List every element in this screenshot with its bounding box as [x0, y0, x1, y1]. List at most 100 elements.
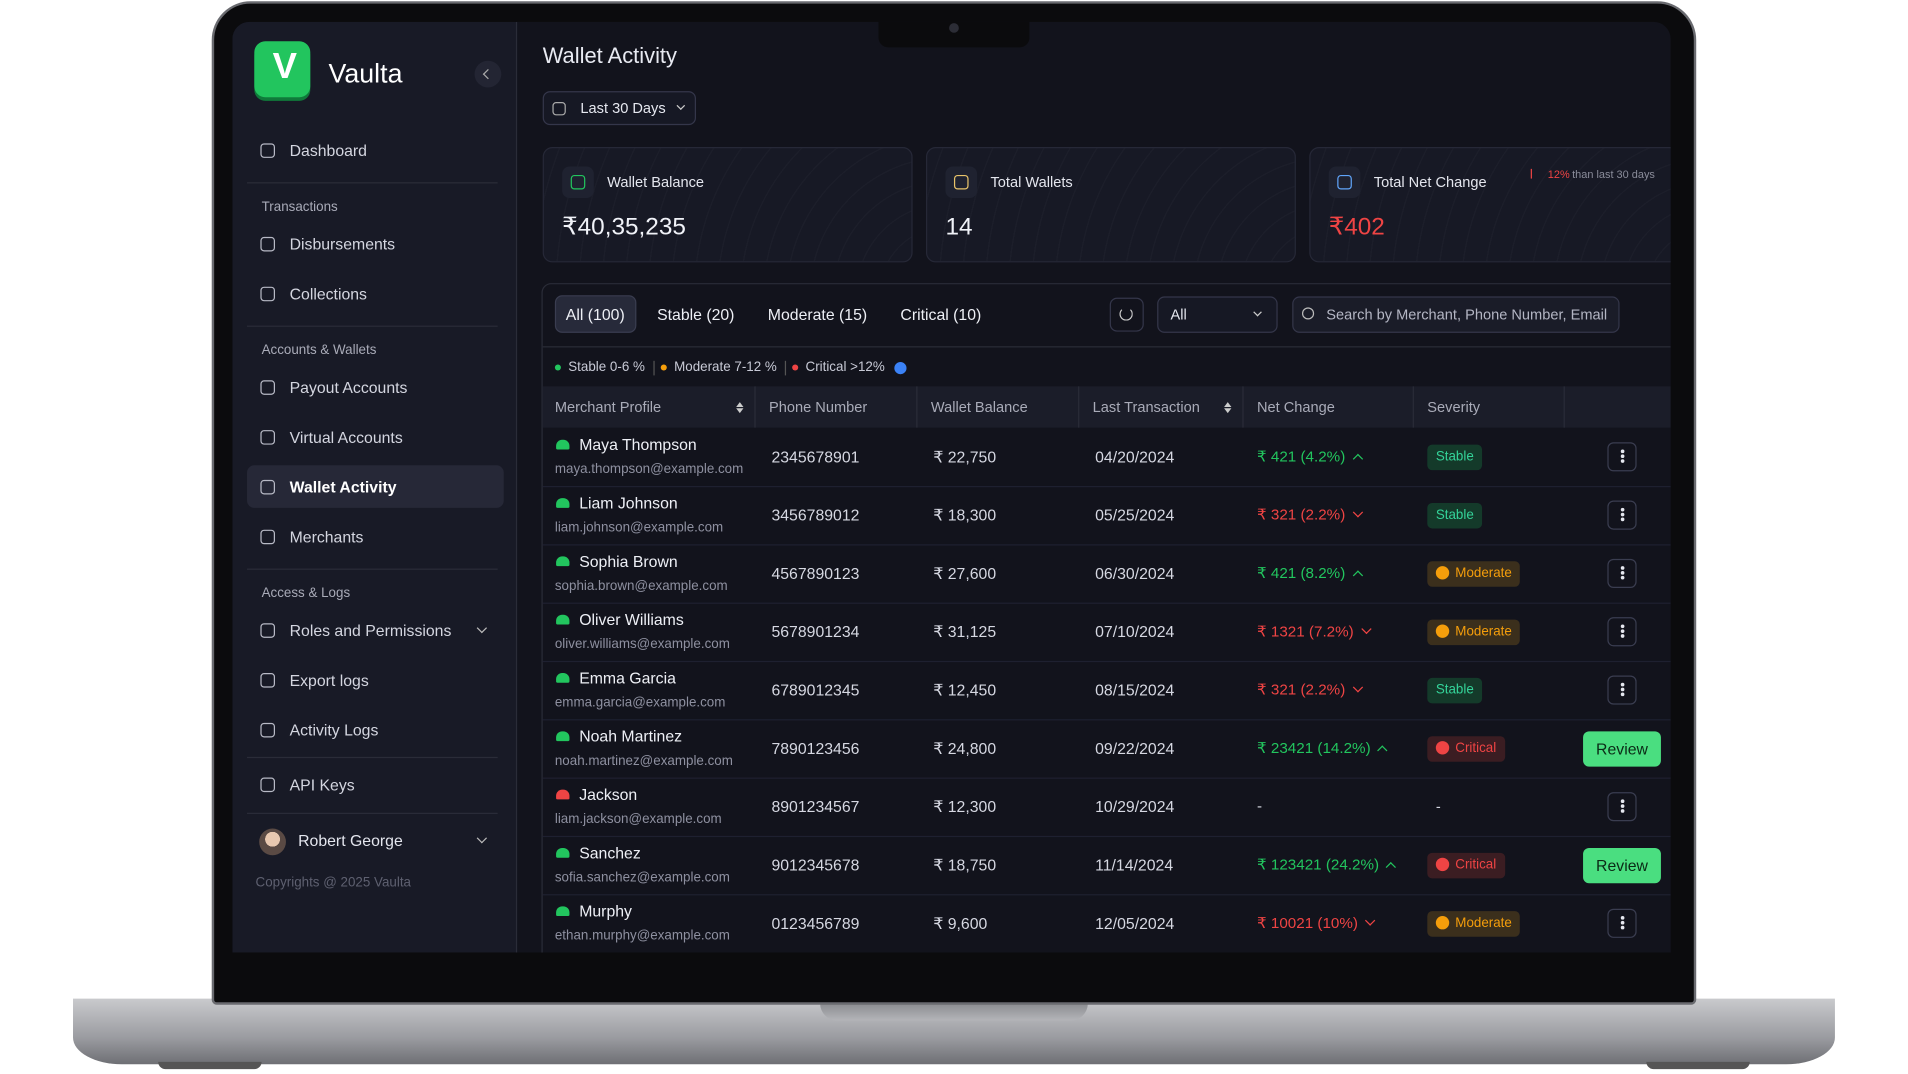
nav-section-title: Transactions [261, 199, 338, 215]
trend-arrow [1352, 682, 1363, 693]
severity-icon [1435, 857, 1450, 872]
column-header: Phone Number [769, 398, 868, 416]
nav-item[interactable]: Disbursements [289, 235, 396, 254]
column-header: Severity [1427, 398, 1481, 416]
menu-dot [1620, 449, 1625, 454]
user-icon [556, 789, 570, 800]
review-button[interactable]: Review [1583, 731, 1661, 767]
row-menu[interactable] [1607, 792, 1637, 822]
severity-label: Moderate [1455, 916, 1512, 931]
column-divider [1412, 386, 1414, 428]
nav-item[interactable]: Activity Logs [289, 721, 379, 740]
menu-dot [1620, 517, 1625, 522]
avatar [259, 828, 286, 856]
menu-dot [1620, 571, 1625, 575]
nav-icon [260, 777, 275, 793]
menu-dot [1620, 634, 1625, 638]
review-button[interactable]: Review [1583, 848, 1661, 884]
user-icon [556, 848, 570, 858]
severity-badge: Moderate [1427, 619, 1521, 646]
search-icon [1301, 307, 1315, 320]
severity-label: Critical [1455, 857, 1497, 873]
phone: 2345678901 [771, 447, 860, 466]
base-notch [820, 1003, 1088, 1021]
filter-select[interactable] [1157, 296, 1278, 333]
legend-label: Stable 0-6 % [568, 360, 645, 375]
sort-icon [736, 402, 744, 407]
nav-item[interactable]: Dashboard [289, 141, 367, 160]
nav-icon [260, 430, 275, 445]
row-menu[interactable] [1607, 675, 1637, 705]
nav-icon [260, 286, 275, 302]
stat-label: Total Net Change [1373, 173, 1487, 191]
row-menu[interactable] [1607, 558, 1637, 589]
user-icon [556, 556, 570, 567]
menu-dot [1620, 507, 1625, 512]
legend-label: Moderate 7-12 % [674, 360, 777, 375]
severity-badge: Stable [1427, 444, 1483, 471]
phone: 6789012345 [771, 680, 860, 700]
nav-item[interactable]: Export logs [289, 671, 369, 690]
nav-item[interactable]: Wallet Activity [289, 478, 397, 497]
tab[interactable]: Stable (20) [657, 305, 735, 324]
last-transaction: 09/22/2024 [1095, 739, 1175, 758]
stat-icon-glyph [570, 174, 586, 190]
refresh-button[interactable] [1109, 297, 1144, 332]
row-menu[interactable] [1607, 500, 1637, 530]
wallet-balance: ₹ 12,300 [933, 797, 997, 816]
nav-icon [260, 673, 275, 688]
trend-arrow [1386, 861, 1397, 873]
tab[interactable]: All (100) [565, 305, 625, 324]
trend-arrow [1360, 623, 1372, 635]
separator [247, 812, 498, 814]
nav-item[interactable]: Virtual Accounts [289, 428, 403, 447]
collapse-button[interactable] [474, 60, 502, 88]
nav-item[interactable]: API Keys [289, 775, 355, 794]
merchant-name: Sophia Brown [579, 552, 678, 571]
nav-item[interactable]: Merchants [289, 527, 364, 547]
brand-name: Vaulta [328, 58, 403, 89]
severity-label: Critical [1455, 741, 1497, 756]
foot-left [158, 1061, 262, 1070]
nav-icon [260, 479, 275, 495]
menu-dot [1620, 925, 1625, 930]
row-menu[interactable] [1607, 908, 1637, 938]
row-menu[interactable] [1607, 442, 1637, 472]
sort-icon [736, 408, 744, 414]
stat-icon-glyph [1337, 174, 1352, 190]
tab[interactable]: Critical (10) [900, 305, 982, 324]
stat-delta-note: than last 30 days [1572, 168, 1655, 181]
severity-badge: Moderate [1427, 911, 1521, 937]
nav-item[interactable]: Collections [289, 284, 367, 304]
row-menu[interactable] [1607, 617, 1637, 647]
foot-right [1646, 1061, 1750, 1070]
camera [949, 23, 959, 33]
search-input[interactable] [1292, 296, 1620, 333]
last-transaction: 08/15/2024 [1095, 680, 1175, 700]
phone: 8901234567 [771, 797, 860, 816]
menu-dot [1620, 809, 1625, 813]
row-divider [542, 894, 1671, 896]
last-transaction: 06/30/2024 [1095, 564, 1175, 583]
nav-icon [260, 722, 275, 738]
nav-item[interactable]: Payout Accounts [289, 378, 408, 397]
tab[interactable]: Moderate (15) [767, 305, 868, 324]
nav-item[interactable]: Roles and Permissions [289, 621, 452, 640]
phone: 7890123456 [771, 739, 860, 758]
menu-dot [1620, 687, 1625, 692]
last-transaction: 11/14/2024 [1095, 855, 1174, 875]
date-filter-label: Last 30 Days [580, 99, 666, 117]
severity-badge: Critical [1427, 736, 1505, 762]
nav-icon [260, 143, 275, 158]
stat-card [925, 147, 1296, 263]
stat-label: Wallet Balance [607, 173, 705, 191]
row-divider [542, 660, 1671, 663]
row-divider [542, 777, 1671, 779]
user-name[interactable]: Robert George [298, 831, 403, 850]
phone: 3456789012 [771, 506, 860, 525]
user-icon [556, 906, 570, 917]
wallet-balance: ₹ 9,600 [933, 914, 988, 933]
date-filter[interactable] [542, 91, 697, 126]
severity-label: Moderate [1455, 624, 1512, 640]
